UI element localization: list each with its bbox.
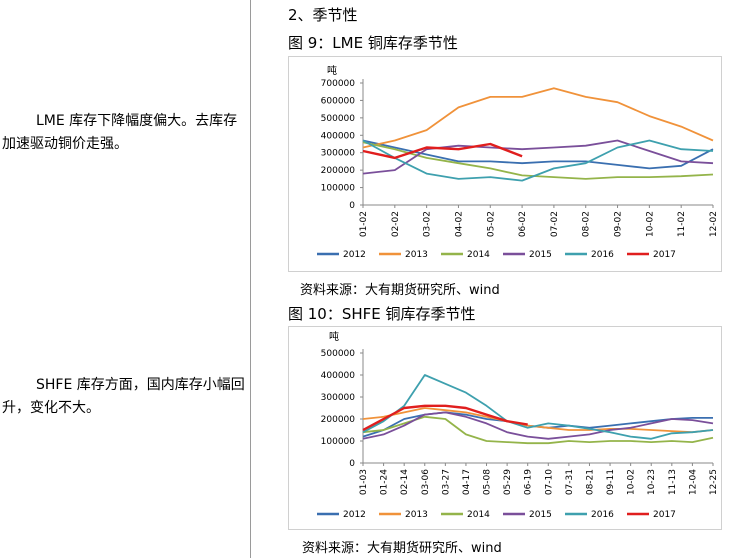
x-tick-label: 10-23: [647, 469, 657, 495]
x-tick-label: 10-02: [645, 211, 655, 237]
y-tick-label: 500000: [321, 114, 356, 124]
legend-label-2013: 2013: [405, 250, 428, 260]
series-line-2013: [362, 87, 714, 149]
series-line-2015: [362, 139, 714, 175]
x-tick-label: 03-06: [421, 469, 431, 495]
y-axis-unit-label: 吨: [327, 64, 337, 77]
section-title: 2、季节性: [288, 6, 358, 24]
series-line-2013: [362, 407, 714, 434]
series-line-2017: [362, 404, 528, 432]
x-tick-label: 04-17: [462, 469, 472, 495]
x-tick-label: 05-08: [483, 469, 493, 495]
x-tick-label: 11-13: [668, 469, 678, 495]
x-tick-label: 12-04: [688, 469, 698, 495]
series-line-2017: [362, 142, 523, 160]
legend-label-2016: 2016: [591, 250, 614, 260]
x-tick-label: 08-21: [585, 469, 595, 495]
figure-10-title: 图 10：SHFE 铜库存季节性: [288, 305, 476, 323]
series-line-2014: [362, 141, 714, 180]
x-tick-label: 07-02: [550, 211, 560, 237]
legend-label-2014: 2014: [467, 250, 490, 260]
series-line-2015: [362, 411, 714, 440]
series-line-2012: [362, 411, 713, 438]
legend-label-2015: 2015: [529, 510, 552, 520]
y-tick-label: 200000: [321, 415, 356, 425]
x-tick-label: 04-02: [454, 211, 464, 237]
legend-label-2017: 2017: [653, 250, 676, 260]
x-tick-label: 09-11: [606, 469, 616, 495]
shfe-seasonality-chart: 吨 0 100000 200000 300000 400000 500000 01-03 01-…: [317, 330, 719, 520]
legend-label-2016: 2016: [591, 510, 614, 520]
y-tick-label: 100000: [321, 437, 356, 447]
left-column: LME 库存下降幅度偏大。去库存加速驱动铜价走强。 SHFE 库存方面，国内库存…: [0, 0, 250, 558]
x-tick-label: 01-24: [380, 469, 390, 495]
y-tick-label: 0: [349, 201, 355, 211]
legend-label-2012: 2012: [343, 250, 366, 260]
legend-label-2013: 2013: [405, 510, 428, 520]
shfe-commentary: SHFE 库存方面，国内库存小幅回升，变化不大。: [2, 377, 245, 416]
x-tick-label: 12-25: [709, 469, 719, 495]
y-tick-label: 0: [349, 459, 355, 469]
x-tick-label: 03-27: [441, 469, 451, 495]
y-tick-label: 200000: [321, 166, 356, 176]
y-axis-unit-label: 吨: [329, 330, 339, 343]
y-tick-label: 100000: [321, 184, 356, 194]
x-tick-label: 09-02: [614, 211, 624, 237]
y-tick-label: 300000: [321, 149, 356, 159]
series-line-2014: [362, 415, 714, 445]
x-tick-label: 07-10: [544, 469, 554, 495]
lme-seasonality-chart: 吨 0 100000 200000 300000 400000 500000 600000 70…: [317, 64, 719, 260]
x-tick-label: 05-02: [486, 211, 496, 237]
x-tick-label: 05-29: [503, 469, 513, 495]
legend-label-2017: 2017: [653, 510, 676, 520]
shfe-chart-frame: 吨 0 100000 200000 300000 400000 500000 01-03 01-…: [288, 326, 722, 530]
right-column: 2、季节性 图 9：LME 铜库存季节性 吨 0 100000 200000 30000…: [262, 0, 736, 558]
series-line-2016: [362, 139, 714, 182]
x-tick-label: 06-02: [518, 211, 528, 237]
y-tick-label: 600000: [321, 96, 356, 106]
x-tick-label: 01-02: [359, 211, 369, 237]
x-tick-label: 03-02: [423, 211, 433, 237]
lme-chart-frame: 吨 0 100000 200000 300000 400000 500000 600000 70…: [288, 56, 722, 272]
x-tick-label: 07-31: [565, 469, 575, 495]
figure-9-title: 图 9：LME 铜库存季节性: [288, 34, 458, 52]
legend-label-2015: 2015: [529, 250, 552, 260]
x-tick-label: 12-02: [709, 211, 719, 237]
x-tick-label: 02-14: [400, 469, 410, 495]
column-divider: [250, 0, 251, 558]
y-tick-label: 300000: [321, 393, 356, 403]
y-tick-label: 400000: [321, 131, 356, 141]
x-tick-label: 08-02: [582, 211, 592, 237]
y-tick-label: 500000: [321, 349, 356, 359]
lme-commentary: LME 库存下降幅度偏大。去库存加速驱动铜价走强。: [2, 113, 238, 152]
x-tick-label: 01-03: [359, 469, 369, 495]
legend-label-2012: 2012: [343, 510, 366, 520]
x-tick-label: 02-02: [391, 211, 401, 237]
x-tick-label: 11-02: [677, 211, 687, 237]
y-tick-label: 400000: [321, 371, 356, 381]
legend-label-2014: 2014: [467, 510, 490, 520]
x-tick-label: 10-02: [627, 469, 637, 495]
figure-10-source: 资料来源：大有期货研究所、wind: [302, 541, 502, 556]
figure-9-source: 资料来源：大有期货研究所、wind: [300, 283, 500, 298]
series-line-2016: [362, 374, 714, 440]
y-tick-label: 700000: [321, 79, 356, 89]
x-tick-label: 06-19: [524, 469, 534, 495]
